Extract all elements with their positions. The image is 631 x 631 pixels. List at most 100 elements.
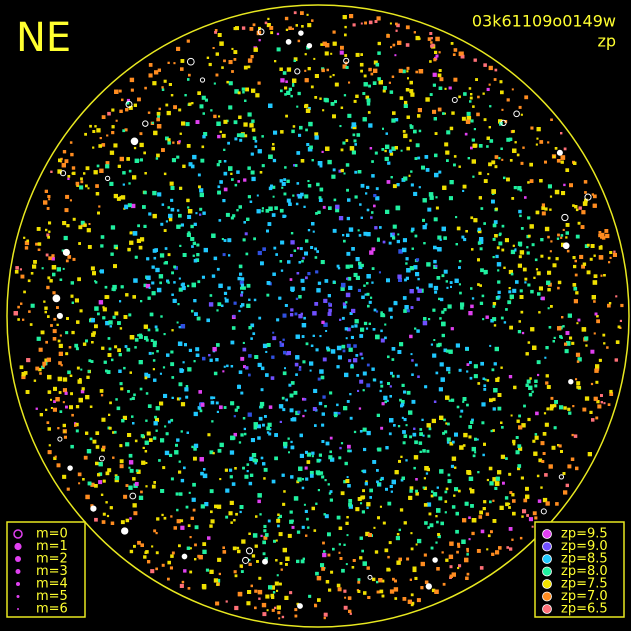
star [318, 453, 322, 457]
star [478, 515, 483, 519]
star [593, 254, 596, 257]
star [417, 114, 421, 118]
star [395, 205, 401, 211]
star [479, 284, 482, 287]
star [515, 280, 519, 284]
star [454, 278, 459, 283]
star [62, 401, 65, 404]
star [432, 109, 437, 114]
star [307, 107, 311, 110]
star [497, 269, 500, 272]
star [565, 236, 568, 239]
star [362, 561, 367, 566]
star [150, 339, 154, 342]
star [219, 41, 224, 46]
star [317, 598, 321, 602]
star [248, 562, 252, 566]
star [472, 454, 476, 458]
star [461, 235, 465, 239]
star [108, 413, 111, 416]
bright-star [343, 57, 350, 64]
star [541, 460, 545, 463]
star [522, 509, 527, 514]
star [223, 160, 227, 163]
star [186, 39, 190, 43]
star [609, 389, 613, 394]
star [609, 256, 612, 259]
star [416, 286, 419, 290]
star [435, 515, 438, 518]
star [221, 304, 224, 307]
star [98, 205, 101, 208]
star [179, 583, 184, 588]
star [557, 233, 560, 237]
star [274, 581, 279, 586]
star [410, 92, 415, 97]
star [342, 141, 346, 145]
star [329, 75, 332, 78]
star [493, 362, 497, 366]
star [373, 68, 378, 73]
star [365, 480, 368, 483]
star [219, 130, 222, 133]
star [591, 193, 594, 196]
star [339, 125, 342, 128]
star [422, 225, 427, 230]
star [545, 346, 549, 350]
star [67, 370, 71, 375]
star [212, 396, 216, 399]
star [272, 336, 277, 341]
star [102, 445, 106, 450]
star [363, 82, 368, 87]
direction-label: NE [16, 15, 71, 61]
star [573, 434, 578, 438]
star [246, 283, 251, 288]
star [582, 201, 588, 206]
star [159, 372, 162, 375]
star [51, 254, 55, 258]
star [489, 344, 492, 347]
star [293, 496, 299, 501]
star [212, 347, 217, 352]
star [266, 281, 271, 285]
star [231, 47, 234, 50]
star [417, 277, 420, 281]
star [233, 415, 236, 418]
star [508, 290, 512, 294]
star [376, 469, 379, 472]
bright-star [98, 455, 105, 462]
star [593, 194, 596, 198]
star [234, 467, 237, 470]
star [493, 220, 498, 224]
star [345, 139, 349, 142]
star [422, 320, 428, 326]
star [390, 490, 393, 493]
star [413, 129, 417, 134]
star [193, 222, 197, 226]
star [213, 371, 218, 376]
star [371, 211, 374, 214]
star [281, 343, 284, 346]
star [171, 271, 174, 275]
star [377, 77, 381, 81]
star [293, 57, 298, 62]
star [509, 159, 513, 162]
star [383, 86, 387, 90]
star [544, 226, 550, 232]
star [37, 242, 42, 246]
star [485, 315, 489, 319]
star [336, 365, 340, 369]
star [283, 441, 288, 447]
star [314, 135, 319, 140]
star [410, 306, 414, 309]
star [377, 516, 380, 520]
star [384, 323, 387, 326]
star [83, 172, 86, 175]
star [340, 286, 345, 291]
star [193, 456, 197, 461]
star [296, 182, 300, 185]
star [208, 354, 211, 357]
star [348, 227, 354, 232]
star [576, 322, 579, 325]
star [301, 525, 305, 529]
